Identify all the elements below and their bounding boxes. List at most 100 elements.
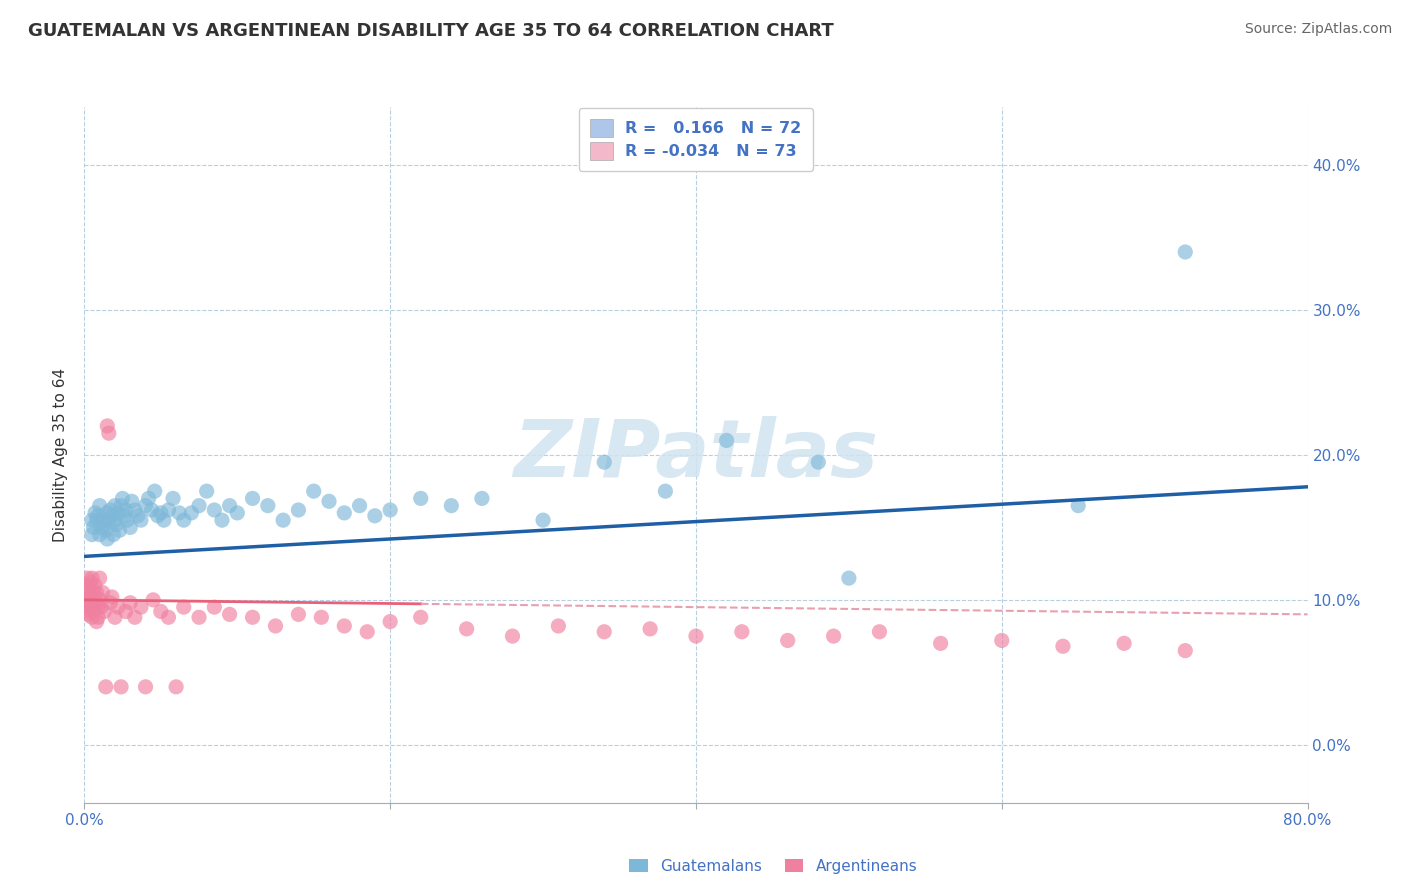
Point — [638, 622, 661, 636]
Point — [79, 590, 101, 604]
Legend: Guatemalans, Argentineans: Guatemalans, Argentineans — [623, 853, 924, 880]
Point — [87, 600, 110, 615]
Point — [79, 575, 101, 590]
Point — [142, 592, 165, 607]
Point — [165, 680, 187, 694]
Point — [97, 513, 120, 527]
Point — [731, 624, 754, 639]
Point — [91, 513, 114, 527]
Point — [89, 499, 111, 513]
Point — [333, 619, 356, 633]
Point — [84, 578, 107, 592]
Point — [120, 520, 142, 534]
Point — [188, 499, 211, 513]
Point — [287, 607, 309, 622]
Point — [79, 596, 101, 610]
Point — [409, 491, 432, 506]
Point — [380, 615, 402, 629]
Point — [146, 508, 169, 523]
Point — [98, 596, 121, 610]
Point — [716, 434, 738, 448]
Point — [157, 503, 180, 517]
Point — [75, 600, 97, 615]
Point — [264, 619, 287, 633]
Point — [531, 513, 554, 527]
Point — [91, 585, 114, 599]
Point — [80, 571, 103, 585]
Point — [157, 610, 180, 624]
Point — [149, 605, 172, 619]
Point — [84, 596, 107, 610]
Point — [86, 513, 108, 527]
Point — [96, 506, 118, 520]
Y-axis label: Disability Age 35 to 64: Disability Age 35 to 64 — [53, 368, 69, 542]
Point — [80, 527, 103, 541]
Point — [105, 517, 128, 532]
Point — [80, 592, 103, 607]
Point — [188, 610, 211, 624]
Point — [86, 615, 108, 629]
Point — [97, 426, 120, 441]
Point — [409, 610, 432, 624]
Point — [202, 503, 225, 517]
Point — [823, 629, 845, 643]
Point — [110, 499, 132, 513]
Point — [87, 610, 110, 624]
Point — [349, 499, 371, 513]
Point — [547, 619, 569, 633]
Point — [593, 624, 616, 639]
Point — [104, 499, 127, 513]
Point — [76, 592, 98, 607]
Point — [173, 600, 195, 615]
Point — [180, 506, 202, 520]
Point — [96, 532, 118, 546]
Point — [302, 484, 325, 499]
Point — [195, 484, 218, 499]
Point — [440, 499, 463, 513]
Point — [75, 585, 97, 599]
Point — [380, 503, 402, 517]
Point — [107, 600, 129, 615]
Point — [77, 582, 100, 596]
Point — [89, 571, 111, 585]
Text: Source: ZipAtlas.com: Source: ZipAtlas.com — [1244, 22, 1392, 37]
Point — [94, 680, 117, 694]
Point — [869, 624, 891, 639]
Point — [120, 596, 142, 610]
Point — [218, 499, 240, 513]
Point — [89, 527, 111, 541]
Point — [98, 503, 121, 517]
Point — [86, 585, 108, 599]
Point — [364, 508, 387, 523]
Point — [153, 513, 176, 527]
Point — [129, 513, 152, 527]
Point — [127, 508, 149, 523]
Point — [112, 508, 135, 523]
Point — [162, 491, 184, 506]
Point — [80, 513, 103, 527]
Point — [838, 571, 860, 585]
Point — [114, 503, 136, 517]
Point — [121, 494, 143, 508]
Point — [77, 605, 100, 619]
Point — [226, 506, 249, 520]
Point — [143, 484, 166, 499]
Point — [110, 680, 132, 694]
Point — [89, 592, 111, 607]
Point — [76, 571, 98, 585]
Point — [1052, 639, 1074, 653]
Point — [141, 503, 163, 517]
Point — [124, 610, 146, 624]
Point — [93, 605, 115, 619]
Text: ZIPatlas: ZIPatlas — [513, 416, 879, 494]
Point — [211, 513, 233, 527]
Point — [107, 506, 129, 520]
Point — [1067, 499, 1090, 513]
Point — [76, 607, 98, 622]
Point — [135, 680, 157, 694]
Point — [90, 520, 112, 534]
Point — [135, 499, 157, 513]
Point — [83, 585, 105, 599]
Point — [77, 600, 100, 615]
Point — [311, 610, 333, 624]
